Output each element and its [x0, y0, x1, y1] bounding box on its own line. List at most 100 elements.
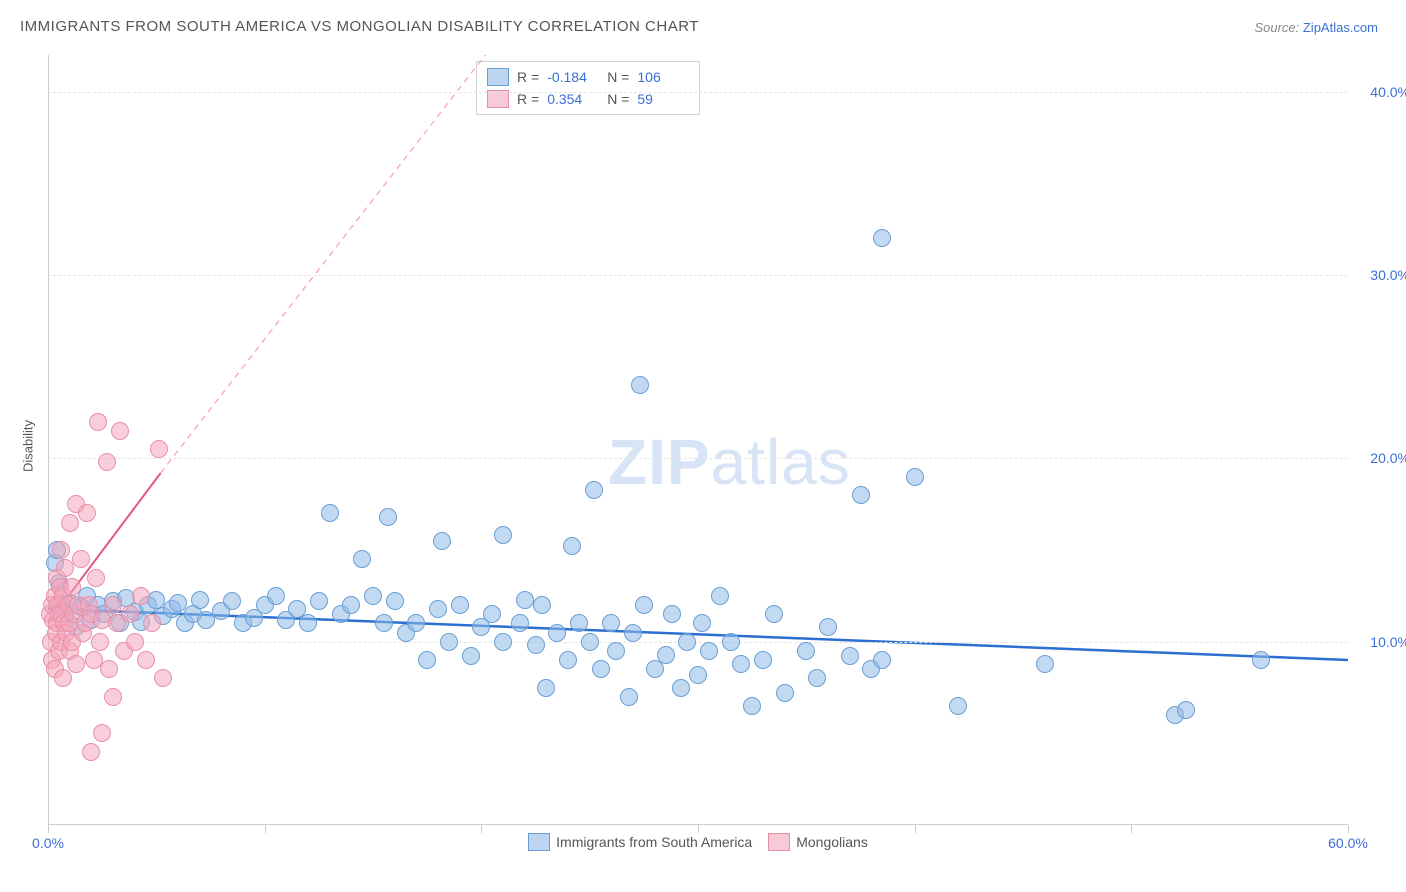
data-point-blue [433, 532, 451, 550]
data-point-pink [91, 633, 109, 651]
y-tick-label: 30.0% [1352, 267, 1406, 283]
data-point-blue [689, 666, 707, 684]
data-point-blue [267, 587, 285, 605]
n-label: N = [607, 69, 629, 85]
data-point-blue [602, 614, 620, 632]
x-tick [265, 825, 266, 833]
data-point-blue [663, 605, 681, 623]
y-axis-line [48, 55, 49, 825]
data-point-blue [607, 642, 625, 660]
r-value-blue: -0.184 [547, 69, 599, 85]
y-tick-label: 10.0% [1352, 634, 1406, 650]
data-point-blue [462, 647, 480, 665]
data-point-blue [841, 647, 859, 665]
data-point-blue [906, 468, 924, 486]
x-tick [698, 825, 699, 833]
data-point-blue [620, 688, 638, 706]
data-point-blue [451, 596, 469, 614]
data-point-blue [1177, 701, 1195, 719]
data-point-pink [78, 504, 96, 522]
data-point-blue [537, 679, 555, 697]
data-point-blue [342, 596, 360, 614]
data-point-pink [154, 669, 172, 687]
data-point-blue [191, 591, 209, 609]
trend-line [161, 55, 514, 473]
data-point-pink [111, 422, 129, 440]
data-point-blue [693, 614, 711, 632]
data-point-pink [150, 440, 168, 458]
y-tick-label: 20.0% [1352, 450, 1406, 466]
x-tick [481, 825, 482, 833]
data-point-blue [516, 591, 534, 609]
data-point-blue [631, 376, 649, 394]
data-point-blue [223, 592, 241, 610]
watermark-zip: ZIP [608, 426, 711, 498]
data-point-blue [494, 526, 512, 544]
data-point-blue [776, 684, 794, 702]
legend-label-blue: Immigrants from South America [556, 834, 752, 850]
gridline [48, 92, 1348, 93]
data-point-blue [581, 633, 599, 651]
source-link[interactable]: ZipAtlas.com [1303, 20, 1378, 35]
data-point-blue [563, 537, 581, 555]
data-point-blue [852, 486, 870, 504]
trend-lines-svg [48, 55, 1348, 825]
stats-row-blue: R = -0.184 N = 106 [487, 66, 689, 88]
data-point-blue [527, 636, 545, 654]
data-point-blue [429, 600, 447, 618]
y-axis-label: Disability [21, 420, 36, 472]
data-point-pink [137, 651, 155, 669]
data-point-blue [585, 481, 603, 499]
data-point-blue [1036, 655, 1054, 673]
data-point-pink [61, 514, 79, 532]
gridline [48, 275, 1348, 276]
r-label: R = [517, 91, 539, 107]
data-point-pink [93, 724, 111, 742]
data-point-pink [63, 578, 81, 596]
data-point-blue [511, 614, 529, 632]
data-point-blue [548, 624, 566, 642]
data-point-blue [711, 587, 729, 605]
data-point-pink [82, 743, 100, 761]
data-point-blue [299, 614, 317, 632]
data-point-blue [483, 605, 501, 623]
data-point-blue [657, 646, 675, 664]
data-point-pink [104, 596, 122, 614]
chart-title: IMMIGRANTS FROM SOUTH AMERICA VS MONGOLI… [20, 18, 699, 35]
data-point-blue [533, 596, 551, 614]
series-legend: Immigrants from South America Mongolians [48, 833, 1348, 851]
data-point-blue [819, 618, 837, 636]
data-point-blue [1252, 651, 1270, 669]
data-point-pink [87, 569, 105, 587]
x-tick [1131, 825, 1132, 833]
plot-area: ZIPatlas R = -0.184 N = 106 R = 0.354 N … [48, 55, 1348, 825]
x-tick [1348, 825, 1349, 833]
r-value-pink: 0.354 [547, 91, 599, 107]
swatch-pink [487, 90, 509, 108]
data-point-blue [494, 633, 512, 651]
data-point-blue [310, 592, 328, 610]
data-point-blue [624, 624, 642, 642]
data-point-pink [98, 453, 116, 471]
data-point-blue [722, 633, 740, 651]
stats-legend: R = -0.184 N = 106 R = 0.354 N = 59 [476, 61, 700, 115]
data-point-blue [364, 587, 382, 605]
data-point-pink [100, 660, 118, 678]
watermark-atlas: atlas [711, 426, 851, 498]
gridline [48, 458, 1348, 459]
data-point-pink [132, 587, 150, 605]
data-point-blue [949, 697, 967, 715]
source-prefix: Source: [1254, 20, 1302, 35]
legend-label-pink: Mongolians [796, 834, 868, 850]
data-point-blue [635, 596, 653, 614]
data-point-blue [440, 633, 458, 651]
data-point-blue [732, 655, 750, 673]
data-point-blue [743, 697, 761, 715]
gridline [48, 642, 1348, 643]
data-point-blue [386, 592, 404, 610]
data-point-pink [126, 633, 144, 651]
data-point-blue [672, 679, 690, 697]
x-tick [48, 825, 49, 833]
data-point-blue [375, 614, 393, 632]
data-point-blue [808, 669, 826, 687]
